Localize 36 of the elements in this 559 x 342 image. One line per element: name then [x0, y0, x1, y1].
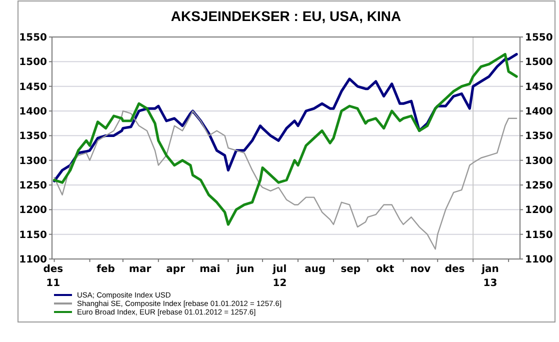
y2-tick-label: 1100	[525, 254, 553, 266]
y2-tick-label: 1400	[525, 106, 553, 118]
y-tick-label: 1100	[19, 254, 48, 266]
line-series	[52, 52, 518, 226]
line-series	[54, 110, 518, 250]
y2-tick-label: 1200	[525, 205, 553, 216]
y2-tick-label: 1350	[525, 131, 553, 142]
y-tick-label: 1150	[19, 230, 48, 241]
x-tick-label: feb	[96, 264, 115, 275]
x-tick-label: mar	[129, 264, 152, 275]
y-tick-label: 1550	[19, 32, 48, 44]
y2-tick-label: 1300	[525, 156, 553, 167]
x-tick-label: okt	[376, 264, 394, 275]
x-tick-label: mai	[200, 264, 220, 275]
y-tick-label: 1450	[19, 82, 48, 93]
y-tick-label: 1200	[19, 205, 48, 216]
x-tick-label: nov	[410, 264, 432, 275]
y-tick-label: 1250	[19, 180, 48, 192]
y2-tick-label: 1500	[525, 57, 553, 68]
x-tick-label: jan 13	[480, 264, 499, 289]
y-tick-label: 1400	[19, 106, 48, 118]
x-tick-label: des 11	[43, 264, 64, 289]
x-tick-label: aug	[304, 264, 326, 275]
y2-tick-label: 1550	[525, 32, 553, 44]
x-tick-label: des	[444, 264, 465, 275]
x-tick-label: sep	[340, 264, 361, 275]
x-tick-label: apr	[166, 264, 186, 275]
y2-tick-label: 1450	[525, 82, 553, 93]
x-tick-label: jul 12	[272, 264, 287, 289]
y-tick-label: 1350	[19, 131, 48, 142]
chart-title: AKSJEINDEKSER : EU, USA, KINA	[170, 8, 402, 24]
y-tick-label: 1300	[19, 156, 48, 167]
y-tick-label: 1500	[19, 57, 48, 68]
y2-tick-label: 1250	[525, 180, 553, 192]
y2-tick-label: 1150	[525, 230, 553, 241]
x-tick-label: jun	[236, 264, 254, 275]
